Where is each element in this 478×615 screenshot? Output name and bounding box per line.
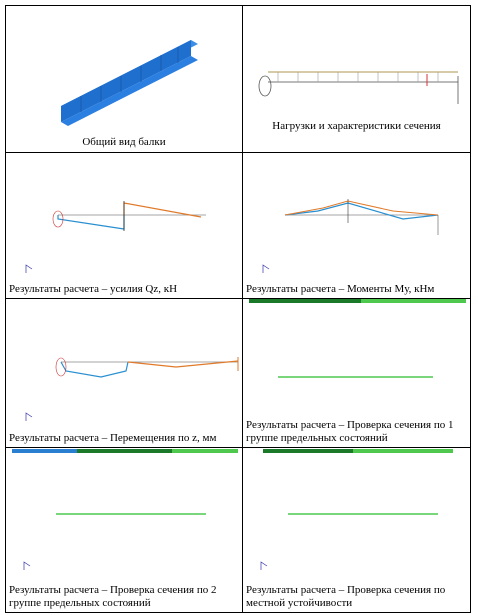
my-diagram — [262, 199, 439, 273]
caption: Результаты расчета – Проверка сечения по… — [246, 584, 446, 609]
qz-diagram — [25, 201, 206, 273]
cell-displacement: Результаты расчета – Перемещения по z, м… — [5, 298, 243, 448]
cell-check-2: Результаты расчета – Проверка сечения по… — [5, 447, 243, 613]
cell-my: Результаты расчета – Моменты Mу, кНм — [242, 152, 471, 299]
cell-local-stability: Результаты расчета – Проверка сечения по… — [242, 447, 471, 613]
cell-beam-view: Общий вид балки — [5, 5, 243, 153]
beam-3d — [61, 40, 198, 126]
caption: Результаты расчета – Перемещения по z, м… — [9, 432, 217, 444]
cell-check-1: Результаты расчета – Проверка сечения по… — [242, 298, 471, 448]
caption: Результаты расчета – усилия Qz, кН — [9, 283, 178, 295]
caption: Нагрузки и характеристики сечения — [272, 120, 441, 132]
check-1-diagram — [249, 299, 466, 378]
check-2-diagram — [12, 449, 238, 570]
cell-qz: Результаты расчета – усилия Qz, кН — [5, 152, 243, 299]
loads-diagram — [258, 71, 459, 104]
cell-loads: Нагрузки и характеристики сечения — [242, 5, 471, 153]
caption: Общий вид балки — [82, 136, 166, 148]
caption: Результаты расчета – Проверка сечения по… — [9, 584, 217, 609]
caption: Результаты расчета – Проверка сечения по… — [246, 419, 454, 444]
displacement-diagram — [25, 357, 239, 421]
caption: Результаты расчета – Моменты Mу, кНм — [246, 283, 435, 295]
local-stability-diagram — [260, 449, 453, 570]
